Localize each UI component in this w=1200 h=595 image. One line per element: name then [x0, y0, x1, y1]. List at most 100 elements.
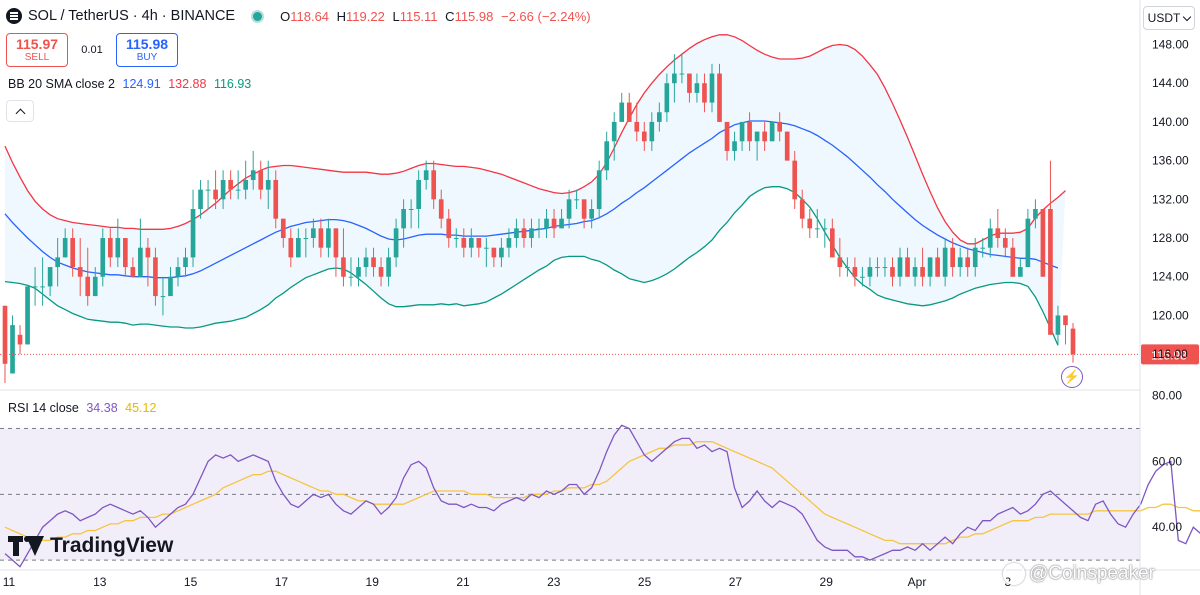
rsi-ma-value: 45.12 — [125, 401, 157, 415]
candle-body — [416, 179, 421, 209]
candle — [942, 238, 948, 287]
bollinger-legend[interactable]: BB 20 SMA close 2 124.91 132.88 116.93 — [8, 77, 251, 91]
candle-body — [581, 199, 587, 219]
candle-body — [920, 267, 925, 277]
candle — [303, 228, 309, 258]
low-value: 115.11 — [399, 8, 438, 24]
candle-body — [1070, 328, 1076, 355]
candle — [40, 257, 45, 306]
bollinger-band-fill — [5, 34, 1066, 346]
candle-body — [852, 267, 858, 277]
candle-body — [784, 131, 790, 161]
currency-dropdown[interactable]: USDT — [1143, 6, 1195, 30]
candle — [476, 238, 482, 258]
candle — [341, 228, 346, 287]
time-tick-label: 27 — [729, 575, 743, 589]
sell-label: SELL — [24, 51, 50, 63]
candle — [17, 325, 23, 355]
bollinger-legend-name: BB 20 SMA close 2 — [8, 77, 116, 91]
candle — [1070, 322, 1076, 363]
candle — [837, 238, 843, 277]
currency-label: USDT — [1147, 11, 1181, 25]
candle-body — [423, 170, 429, 180]
candle-body — [1063, 315, 1068, 326]
candle — [912, 257, 918, 287]
candle — [333, 228, 339, 277]
rsi-panel — [0, 424, 1200, 568]
price-tick-label: 128.00 — [1152, 231, 1189, 245]
candle-body — [626, 102, 632, 122]
candle-body — [107, 238, 113, 258]
candle — [62, 228, 68, 258]
candle — [957, 247, 963, 277]
candle — [784, 131, 790, 161]
candle — [905, 247, 910, 277]
price-tick-label: 148.00 — [1152, 38, 1189, 52]
price-tick-label: 144.00 — [1152, 76, 1189, 90]
candle — [363, 247, 369, 277]
symbol-title[interactable]: SOL / TetherUS · 4h · BINANCE — [28, 8, 236, 24]
candle — [664, 73, 670, 122]
bollinger-lower-line — [4, 186, 1059, 346]
candle-body — [965, 257, 971, 268]
time-tick-label: 29 — [820, 575, 834, 589]
sell-price: 115.97 — [15, 35, 59, 52]
candle — [453, 228, 459, 248]
candle-body — [987, 228, 993, 248]
low-label: L — [392, 8, 400, 24]
candle-body — [446, 218, 452, 239]
candle — [897, 247, 903, 287]
candle — [702, 73, 707, 113]
candle — [611, 112, 617, 161]
bollinger-fill-area — [5, 34, 1066, 346]
candle-body — [2, 305, 8, 364]
candle-body — [408, 209, 414, 210]
candle-body — [363, 257, 369, 268]
candle — [378, 257, 384, 287]
candle-body — [702, 83, 707, 103]
sell-button[interactable]: 115.97 SELL — [6, 33, 68, 67]
buy-price: 115.98 — [125, 35, 169, 52]
candle — [416, 170, 421, 229]
candle-body — [311, 228, 316, 239]
candle — [190, 189, 196, 268]
candle-body — [905, 257, 910, 277]
candle-body — [213, 189, 218, 200]
price-tick-label: 136.00 — [1152, 154, 1189, 168]
tradingview-logo: TradingView — [8, 534, 173, 558]
candle — [724, 121, 730, 161]
last-price-line: 115.98 — [0, 344, 1199, 365]
candle — [754, 131, 760, 161]
lightning-icon[interactable]: ⚡ — [1061, 366, 1083, 388]
candle — [589, 199, 594, 229]
candle — [995, 209, 1001, 248]
candle-body — [77, 267, 83, 277]
candle — [619, 92, 625, 122]
candle — [348, 257, 354, 287]
candle — [687, 73, 692, 103]
candle-body — [739, 121, 745, 142]
candle — [717, 63, 722, 122]
candle-body — [356, 267, 361, 277]
candle — [626, 92, 632, 122]
candle — [70, 228, 76, 277]
buy-button[interactable]: 115.98 BUY — [116, 33, 178, 67]
candle — [536, 218, 542, 239]
market-open-icon — [251, 9, 265, 23]
time-tick-label: 25 — [638, 575, 652, 589]
candle — [107, 228, 113, 268]
buy-label: BUY — [136, 51, 158, 63]
rsi-legend[interactable]: RSI 14 close 34.38 45.12 — [8, 401, 156, 415]
candle-body — [341, 257, 346, 277]
candle-body — [85, 276, 91, 297]
candle-body — [845, 267, 850, 269]
candle-body — [401, 209, 406, 229]
collapse-legend-button[interactable] — [6, 100, 34, 122]
watermark-text: @Coinspeaker — [1029, 563, 1155, 584]
close-label: C — [445, 8, 455, 24]
candle — [235, 170, 241, 200]
candle — [1055, 305, 1061, 345]
candle-body — [386, 257, 391, 277]
candle-body — [92, 276, 98, 297]
candle-body — [860, 276, 865, 278]
